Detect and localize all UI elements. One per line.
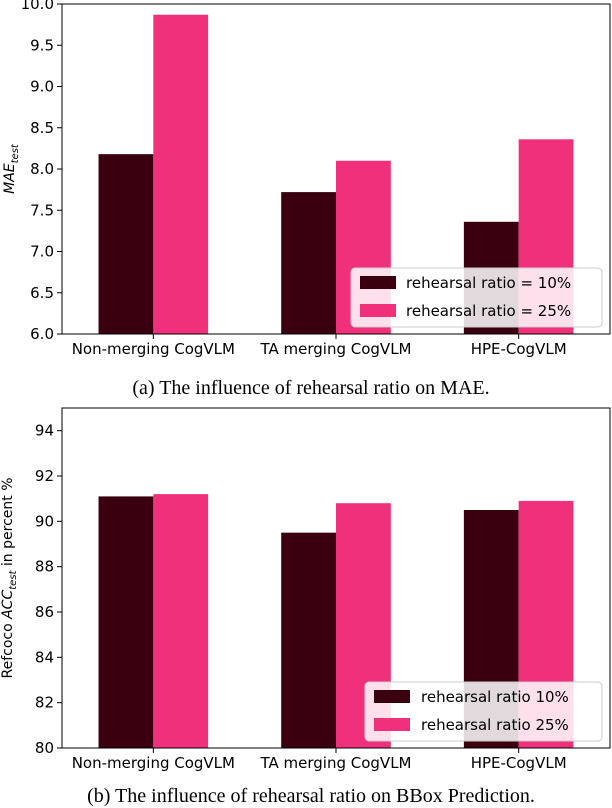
y-ticks: 6.0 6.5 7.0 7.5 8.0 8.5 9.0 9.5 10.0 bbox=[21, 0, 62, 343]
y-ticks: 80 82 84 86 88 90 92 94 bbox=[35, 422, 62, 757]
y-tick-label: 94 bbox=[35, 422, 54, 440]
x-tick-label: TA merging CogVLM bbox=[260, 754, 412, 772]
y-axis-label: Refcoco ACCtest in percent % bbox=[0, 477, 19, 678]
bar-series-1-non-merging-cogvlm bbox=[98, 496, 154, 748]
legend-swatch-series-1 bbox=[360, 276, 396, 289]
x-ticks: Non-merging CogVLM TA merging CogVLM HPE-C… bbox=[72, 748, 567, 772]
caption-a: (a) The influence of rehearsal ratio on … bbox=[132, 377, 489, 399]
legend-swatch-series-2 bbox=[360, 304, 396, 317]
chart-mae: 6.0 6.5 7.0 7.5 8.0 8.5 9.0 9.5 10.0 Non-merging… bbox=[2, 0, 611, 399]
y-tick-label: 90 bbox=[35, 512, 54, 530]
bar-series-1-non-merging-cogvlm bbox=[98, 154, 154, 334]
y-tick-label: 80 bbox=[35, 739, 54, 757]
y-tick-label: 92 bbox=[35, 467, 54, 485]
y-tick-label: 9.0 bbox=[30, 78, 54, 96]
y-tick-label: 88 bbox=[35, 558, 54, 576]
y-axis-label-main: MAE bbox=[2, 163, 18, 194]
x-tick-label: Non-merging CogVLM bbox=[72, 340, 235, 358]
legend-label-series-2: rehearsal ratio = 25% bbox=[406, 302, 571, 320]
y-tick-label: 84 bbox=[35, 648, 54, 666]
legend-swatch-series-1 bbox=[374, 690, 410, 703]
y-tick-label: 6.5 bbox=[30, 284, 54, 302]
y-axis-label-sub: test bbox=[8, 569, 19, 589]
x-ticks: Non-merging CogVLM TA merging CogVLM HPE-C… bbox=[72, 334, 567, 358]
y-tick-label: 82 bbox=[35, 694, 54, 712]
legend-frame bbox=[350, 267, 603, 328]
legend-label-series-2: rehearsal ratio 25% bbox=[421, 716, 569, 734]
legend: rehearsal ratio = 10% rehearsal ratio = … bbox=[350, 267, 603, 328]
x-tick-label: HPE-CogVLM bbox=[471, 340, 567, 358]
y-tick-label: 10.0 bbox=[21, 0, 54, 13]
x-tick-label: Non-merging CogVLM bbox=[72, 754, 235, 772]
caption-b: (b) The influence of rehearsal ratio on … bbox=[87, 785, 535, 807]
legend-label-series-1: rehearsal ratio 10% bbox=[421, 688, 569, 706]
y-tick-label: 9.5 bbox=[30, 36, 54, 54]
y-axis-label: MAEtest bbox=[2, 143, 21, 194]
bar-series-2-non-merging-cogvlm bbox=[153, 494, 209, 748]
y-axis-label-sub: test bbox=[10, 143, 21, 163]
y-axis-label-main: ACC bbox=[0, 590, 16, 620]
y-tick-label: 8.0 bbox=[30, 160, 54, 178]
y-tick-label: 7.5 bbox=[30, 201, 54, 219]
chart-acc: 80 82 84 86 88 90 92 94 Non-merging CogVLM TA me… bbox=[0, 407, 611, 807]
legend-label-series-1: rehearsal ratio = 10% bbox=[406, 274, 571, 292]
legend-frame bbox=[364, 681, 603, 742]
y-tick-label: 7.0 bbox=[30, 243, 54, 261]
y-axis-label-suffix: in percent % bbox=[0, 477, 16, 570]
x-tick-label: TA merging CogVLM bbox=[260, 340, 412, 358]
legend: rehearsal ratio 10% rehearsal ratio 25% bbox=[364, 681, 603, 742]
y-tick-label: 8.5 bbox=[30, 119, 54, 137]
bar-series-1-ta-merging-cogvlm bbox=[281, 532, 336, 748]
y-tick-label: 6.0 bbox=[30, 325, 54, 343]
legend-swatch-series-2 bbox=[374, 718, 410, 731]
y-axis-label-prefix: Refcoco bbox=[0, 619, 16, 679]
y-tick-label: 86 bbox=[35, 603, 54, 621]
bar-series-2-non-merging-cogvlm bbox=[153, 14, 209, 334]
bar-series-1-ta-merging-cogvlm bbox=[281, 192, 336, 334]
x-tick-label: HPE-CogVLM bbox=[471, 754, 567, 772]
